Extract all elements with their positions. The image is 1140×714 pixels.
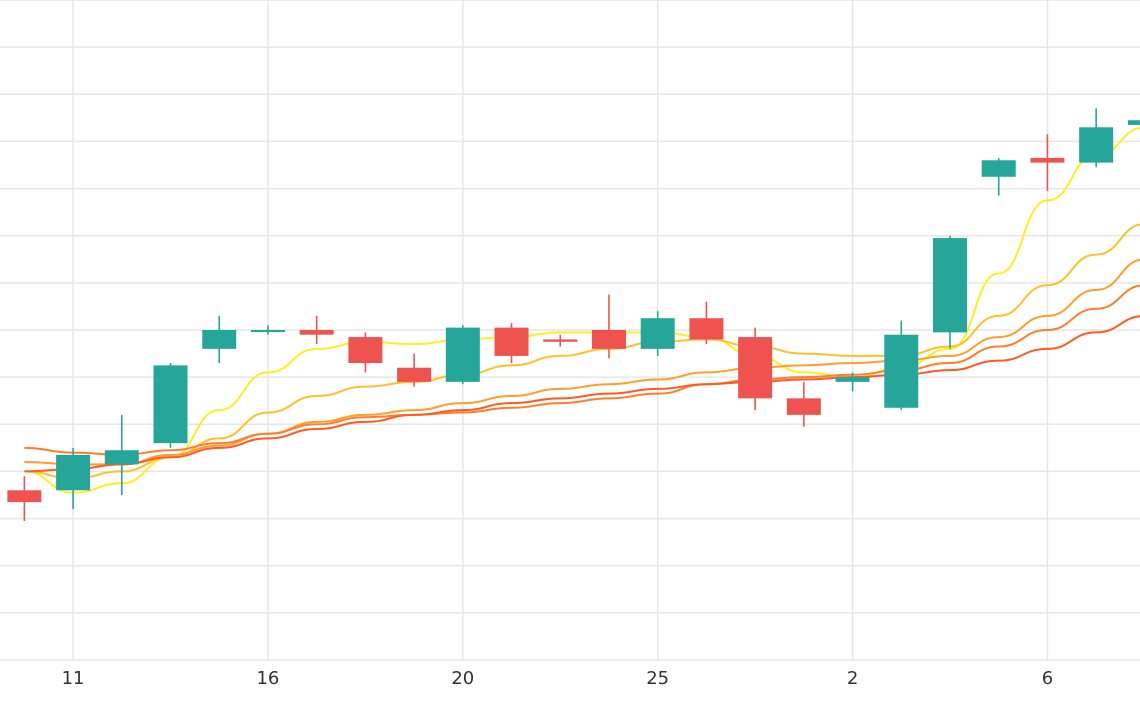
candle-body — [1030, 157, 1065, 163]
candle-body — [7, 490, 42, 503]
candle-body — [884, 334, 919, 408]
candle-down[interactable] — [591, 294, 626, 359]
candle-body — [543, 339, 578, 342]
candle-down[interactable] — [397, 353, 432, 387]
candle-body — [397, 367, 432, 382]
candle-up[interactable] — [445, 325, 480, 385]
candle-body — [494, 327, 529, 356]
candle-body — [981, 160, 1016, 177]
x-tick-label: 20 — [451, 668, 474, 689]
candle-up[interactable] — [933, 235, 967, 349]
x-tick-label: 11 — [62, 668, 85, 689]
candle-body — [591, 330, 626, 349]
candle-up[interactable] — [56, 447, 91, 510]
grid-layer — [0, 0, 1140, 661]
candle-body — [1079, 127, 1114, 163]
candle-up[interactable] — [1127, 116, 1140, 137]
moving-average-line-2 — [24, 223, 1140, 480]
candle-up[interactable] — [835, 372, 870, 392]
moving-average-line-1 — [24, 126, 1140, 494]
candle-body — [56, 454, 91, 491]
candle-body — [933, 238, 967, 333]
candle-body — [153, 365, 188, 444]
candle-up[interactable] — [884, 320, 919, 411]
candle-up[interactable] — [640, 311, 675, 356]
candle-body — [835, 377, 870, 382]
moving-average-line-5 — [24, 315, 1140, 473]
candle-down[interactable] — [494, 322, 529, 363]
candle-up[interactable] — [104, 414, 139, 495]
candle-body — [104, 450, 139, 465]
candle-down[interactable] — [348, 332, 383, 373]
x-tick-label: 2 — [847, 668, 858, 689]
candle-body — [786, 398, 821, 415]
candle-up[interactable] — [250, 325, 285, 335]
candle-body — [299, 330, 334, 335]
candle-layer — [7, 108, 1140, 521]
x-tick-label: 25 — [646, 668, 669, 689]
candle-body — [738, 337, 773, 399]
candle-body — [689, 318, 724, 340]
moving-average-line-4 — [24, 284, 1140, 456]
candle-down[interactable] — [786, 381, 821, 427]
candle-up[interactable] — [981, 157, 1016, 196]
x-axis: 11 16 20 25 2 6 — [62, 668, 1054, 689]
candle-up[interactable] — [153, 363, 188, 448]
candle-down[interactable] — [738, 327, 773, 411]
candle-body — [1127, 120, 1140, 125]
candle-body — [640, 318, 675, 349]
candle-down[interactable] — [543, 334, 578, 347]
x-tick-label: 6 — [1042, 668, 1053, 689]
x-tick-label: 16 — [256, 668, 279, 689]
candle-up[interactable] — [1079, 108, 1114, 168]
moving-average-layer — [24, 126, 1140, 494]
candle-body — [445, 327, 480, 382]
candle-up[interactable] — [202, 315, 237, 363]
candle-down[interactable] — [299, 315, 334, 345]
candle-body — [348, 337, 383, 363]
candle-down[interactable] — [1030, 134, 1065, 191]
candle-body — [250, 330, 285, 332]
candle-down[interactable] — [689, 301, 724, 345]
moving-average-line-3 — [24, 258, 1140, 466]
candle-body — [202, 330, 237, 349]
candle-down[interactable] — [7, 476, 42, 521]
